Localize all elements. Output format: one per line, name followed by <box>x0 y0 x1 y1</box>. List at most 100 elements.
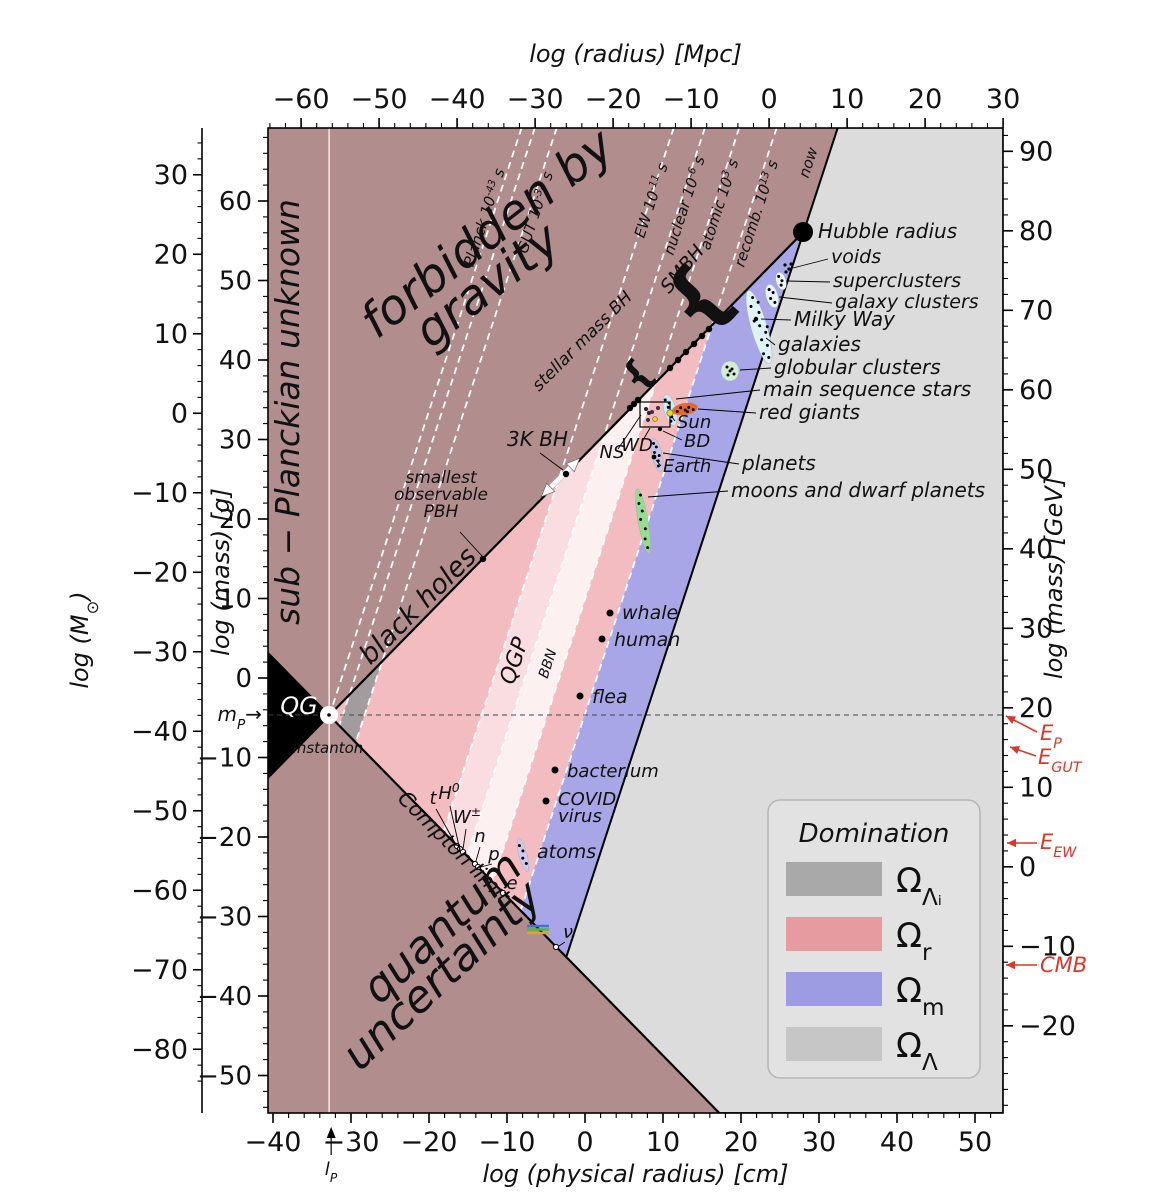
left-inner-tick-label: −10 <box>197 744 252 774</box>
right-tick-label: 80 <box>1019 216 1053 247</box>
population-dot <box>679 406 683 410</box>
population-dot <box>751 296 755 300</box>
population-dot <box>524 861 528 865</box>
threek-bh-leader <box>539 452 564 471</box>
top-tick-label: 0 <box>760 84 777 115</box>
bottom-tick-label: 10 <box>646 1127 680 1158</box>
left-inner-tick-label: 10 <box>219 585 252 615</box>
compton-limit-line <box>268 652 720 1113</box>
epoch-line-ew <box>442 128 675 833</box>
left-outer-tick-label: 20 <box>154 239 188 270</box>
earth-leader <box>655 459 662 467</box>
left-inner-tick-label: −50 <box>197 1062 252 1092</box>
milky-way-leader <box>760 318 792 321</box>
whale-label: whale <box>622 602 678 624</box>
superclusters-leader <box>786 280 831 283</box>
bottom-tick-label: 50 <box>958 1127 992 1158</box>
voids-dot-4 <box>789 262 793 266</box>
e-planck-label: EP <box>1040 721 1062 752</box>
threek-bh-label: 3K BH <box>507 427 568 451</box>
instanton-label: instanton <box>293 739 364 757</box>
left-inner-tick-label: 40 <box>219 346 252 376</box>
population-dot <box>640 509 644 513</box>
main-sequence-stars-label: main sequence stars <box>763 377 971 401</box>
pbh-3-label: PBH <box>424 502 459 522</box>
w-dot <box>459 848 467 856</box>
moons-dwarf-planets-leader <box>647 490 729 498</box>
wd-label: WD <box>621 435 653 456</box>
now-horizon-line <box>565 128 839 958</box>
population-dot <box>521 849 525 853</box>
left-outer-tick-label: 30 <box>154 160 188 191</box>
population-dot <box>652 441 656 445</box>
qg-label: QG <box>280 692 318 720</box>
bottom-tick-label: 0 <box>576 1127 593 1158</box>
population-dot <box>656 464 660 468</box>
population-dot <box>725 365 729 369</box>
voids-label: voids <box>831 246 881 268</box>
bh-dot-3 <box>630 400 638 408</box>
population-dot <box>637 501 641 505</box>
lambda-i-stripe <box>339 661 383 743</box>
flea-label: flea <box>592 686 628 708</box>
atoms-ellipse <box>516 838 530 872</box>
bd-leader <box>662 430 683 441</box>
left-inner-tick-label: 60 <box>219 187 252 217</box>
population-dot <box>683 408 687 412</box>
population-dot <box>767 288 771 292</box>
left-inner-tick-label: −20 <box>197 823 252 853</box>
legend-swatch-3 <box>786 1027 882 1061</box>
t-quark-label: t <box>429 788 437 809</box>
population-dot <box>691 408 695 412</box>
galaxy-clusters-leader <box>778 296 833 304</box>
e-planck-arrow-head-icon <box>1006 716 1016 724</box>
higgs-label: H0 <box>438 781 460 804</box>
bottom-tick-label: 20 <box>724 1127 758 1158</box>
population-dot <box>757 310 761 314</box>
bottom-tick-label: −10 <box>479 1127 536 1158</box>
right-tick-label: 0 <box>1019 852 1036 883</box>
arrow-head-icon <box>540 482 556 498</box>
legend-label-2: Ωm <box>896 971 945 1021</box>
population-dot <box>517 844 521 848</box>
top-tick-label: −40 <box>429 84 486 115</box>
legend-label-3: ΩΛ <box>896 1026 938 1076</box>
moons-dwarf-planets-label: moons and dwarf planets <box>731 478 985 502</box>
population-dot <box>687 405 691 409</box>
legend-swatch-0 <box>786 862 882 896</box>
bbn-stripe <box>466 382 656 882</box>
sub-planckian-label: sub − Planckian unknown <box>268 199 307 625</box>
wd-leader <box>641 427 651 443</box>
flea-dot <box>576 692 584 700</box>
epoch-line-inflation-end <box>338 128 536 726</box>
population-dot <box>675 409 679 413</box>
legend-swatch-2 <box>786 972 882 1006</box>
right-tick-label: 50 <box>1019 454 1053 485</box>
right-axis-title: log (mass) [GeV] <box>1040 477 1068 679</box>
population-dot <box>730 367 734 371</box>
voids-leader <box>792 258 829 269</box>
population-dot <box>762 352 766 356</box>
bh-dot-7 <box>682 348 690 356</box>
bacterium-dot <box>551 766 559 774</box>
red-giants-leader <box>697 408 757 414</box>
population-dot <box>638 493 642 497</box>
globular-clusters-leader <box>739 367 772 371</box>
covid-virus-2-label: virus <box>558 806 602 827</box>
left-inner-tick-label: 50 <box>219 267 252 297</box>
sun-label: Sun <box>677 412 711 433</box>
left-inner-axis-title: log (mass) [g] <box>207 488 235 656</box>
planets-label: planets <box>741 451 816 475</box>
covid-virus-label: COVID <box>558 789 616 810</box>
bh-dot-0 <box>479 555 487 563</box>
planets-leader <box>662 452 740 465</box>
bh-dot-8 <box>690 340 698 348</box>
population-dot <box>760 338 764 342</box>
population-dot <box>780 279 784 283</box>
atoms-label: atoms <box>537 841 596 863</box>
galaxy-clusters-ellipse <box>765 284 779 308</box>
right-tick-label: 90 <box>1019 136 1053 167</box>
pbh-1-leader <box>459 531 483 557</box>
